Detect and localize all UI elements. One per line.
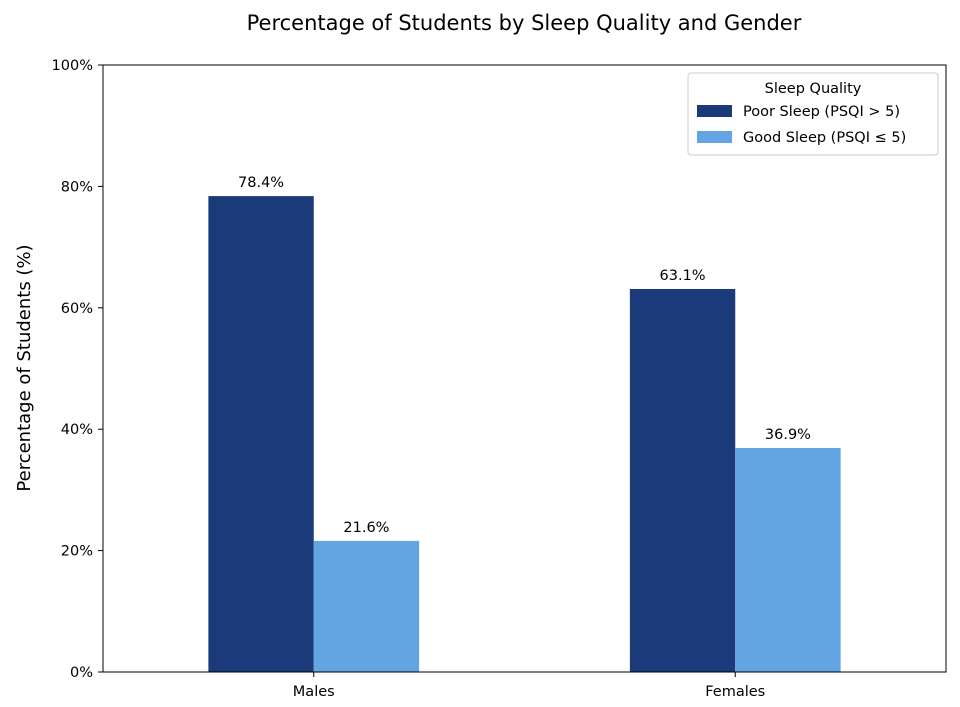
legend-box: [687, 72, 939, 156]
chart-title: Percentage of Students by Sleep Quality …: [247, 11, 802, 35]
bar-females-series-1: [735, 448, 841, 672]
bar-males-series-1: [313, 540, 420, 672]
legend-swatch-series-1: [697, 131, 732, 143]
bars-layer: [208, 196, 841, 672]
y-tick-label: 60%: [61, 301, 93, 317]
plot-frame: [102, 64, 947, 673]
bar-females-series-0: [629, 288, 736, 672]
legend-title: Sleep Quality: [765, 81, 862, 97]
x-tick-label: Females: [705, 684, 765, 700]
y-tick-label: 20%: [61, 544, 93, 560]
bar-males-series-0: [208, 196, 314, 672]
y-tick-label: 80%: [61, 179, 93, 195]
y-tick-label: 0%: [70, 665, 93, 681]
y-tick-label: 40%: [61, 422, 93, 438]
legend: Sleep Quality Poor Sleep (PSQI > 5) Good S…: [687, 72, 939, 156]
y-axis-label: Percentage of Students (%): [14, 244, 35, 491]
legend-label-series-0: Poor Sleep (PSQI > 5): [743, 104, 900, 120]
data-label-males-series-1: 21.6%: [343, 520, 389, 536]
axes-layer: 0% 20% 40% 60% 80% 100% Males Females: [52, 58, 947, 700]
legend-label-series-1: Good Sleep (PSQI ≤ 5): [743, 130, 906, 146]
data-label-females-series-1: 36.9%: [765, 427, 811, 443]
data-label-females-series-0: 63.1%: [660, 268, 706, 284]
x-tick-label: Males: [293, 684, 335, 700]
data-labels-layer: 78.4% 21.6% 63.1% 36.9%: [238, 175, 811, 536]
y-tick-label: 100%: [52, 58, 93, 74]
data-label-males-series-0: 78.4%: [238, 175, 284, 191]
legend-swatch-series-0: [697, 105, 732, 117]
